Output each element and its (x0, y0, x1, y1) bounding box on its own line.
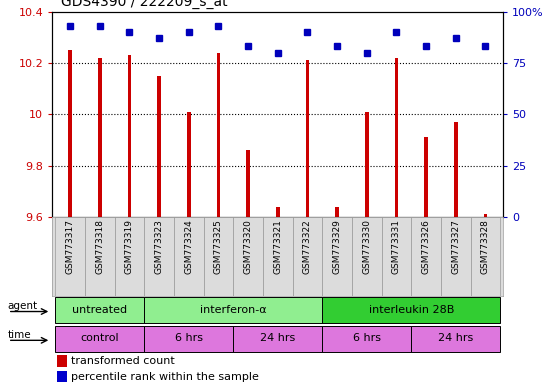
Text: transformed count: transformed count (71, 356, 175, 366)
Bar (174, 217, 204, 296)
Bar (144, 297, 322, 323)
Bar (55, 297, 144, 323)
Bar (204, 217, 233, 296)
Text: 6 hrs: 6 hrs (353, 333, 381, 343)
Bar (352, 217, 382, 296)
Text: 24 hrs: 24 hrs (260, 333, 295, 343)
Text: interleukin 28B: interleukin 28B (368, 305, 454, 314)
Bar (233, 326, 322, 352)
Bar (217, 53, 220, 217)
Bar (483, 214, 487, 217)
Bar (85, 217, 114, 296)
Bar (471, 217, 501, 296)
Bar (114, 217, 144, 296)
Bar (55, 326, 144, 352)
Bar (55, 217, 85, 296)
Bar (306, 60, 309, 217)
Text: GDS4390 / 222209_s_at: GDS4390 / 222209_s_at (61, 0, 228, 9)
Bar (322, 326, 411, 352)
Bar (322, 217, 352, 296)
Bar (276, 207, 279, 217)
Text: interferon-α: interferon-α (200, 305, 267, 314)
Bar (157, 76, 161, 217)
Text: GSM773323: GSM773323 (155, 219, 163, 274)
Bar (68, 50, 72, 217)
Bar (263, 217, 293, 296)
Text: GSM773324: GSM773324 (184, 219, 193, 274)
Bar (424, 137, 428, 217)
Text: GSM773322: GSM773322 (303, 219, 312, 274)
Text: GSM773326: GSM773326 (422, 219, 431, 274)
Text: GSM773325: GSM773325 (214, 219, 223, 274)
Text: GSM773317: GSM773317 (65, 219, 75, 274)
Text: GSM773327: GSM773327 (452, 219, 460, 274)
Bar (336, 207, 339, 217)
Text: GSM773318: GSM773318 (95, 219, 104, 274)
Bar (411, 217, 441, 296)
Text: GSM773320: GSM773320 (244, 219, 252, 274)
Bar (293, 217, 322, 296)
Bar (441, 217, 471, 296)
Bar (365, 112, 369, 217)
Bar (322, 297, 500, 323)
Text: 6 hrs: 6 hrs (175, 333, 203, 343)
Text: time: time (8, 329, 31, 339)
Text: GSM773328: GSM773328 (481, 219, 490, 274)
Text: GSM773330: GSM773330 (362, 219, 371, 274)
Bar (144, 326, 233, 352)
Bar (57, 371, 67, 382)
Bar (98, 58, 102, 217)
Bar (395, 58, 398, 217)
Bar (144, 217, 174, 296)
Text: percentile rank within the sample: percentile rank within the sample (71, 372, 259, 382)
Bar (128, 55, 131, 217)
Bar (187, 112, 190, 217)
Bar (454, 122, 458, 217)
Text: agent: agent (8, 301, 38, 311)
Bar (411, 326, 500, 352)
Text: GSM773331: GSM773331 (392, 219, 401, 274)
Text: untreated: untreated (72, 305, 127, 314)
Bar (57, 356, 67, 367)
Text: GSM773319: GSM773319 (125, 219, 134, 274)
Text: 24 hrs: 24 hrs (438, 333, 474, 343)
Bar (382, 217, 411, 296)
Bar (233, 217, 263, 296)
Text: GSM773329: GSM773329 (333, 219, 342, 274)
Text: GSM773321: GSM773321 (273, 219, 282, 274)
Text: control: control (80, 333, 119, 343)
Bar (246, 150, 250, 217)
